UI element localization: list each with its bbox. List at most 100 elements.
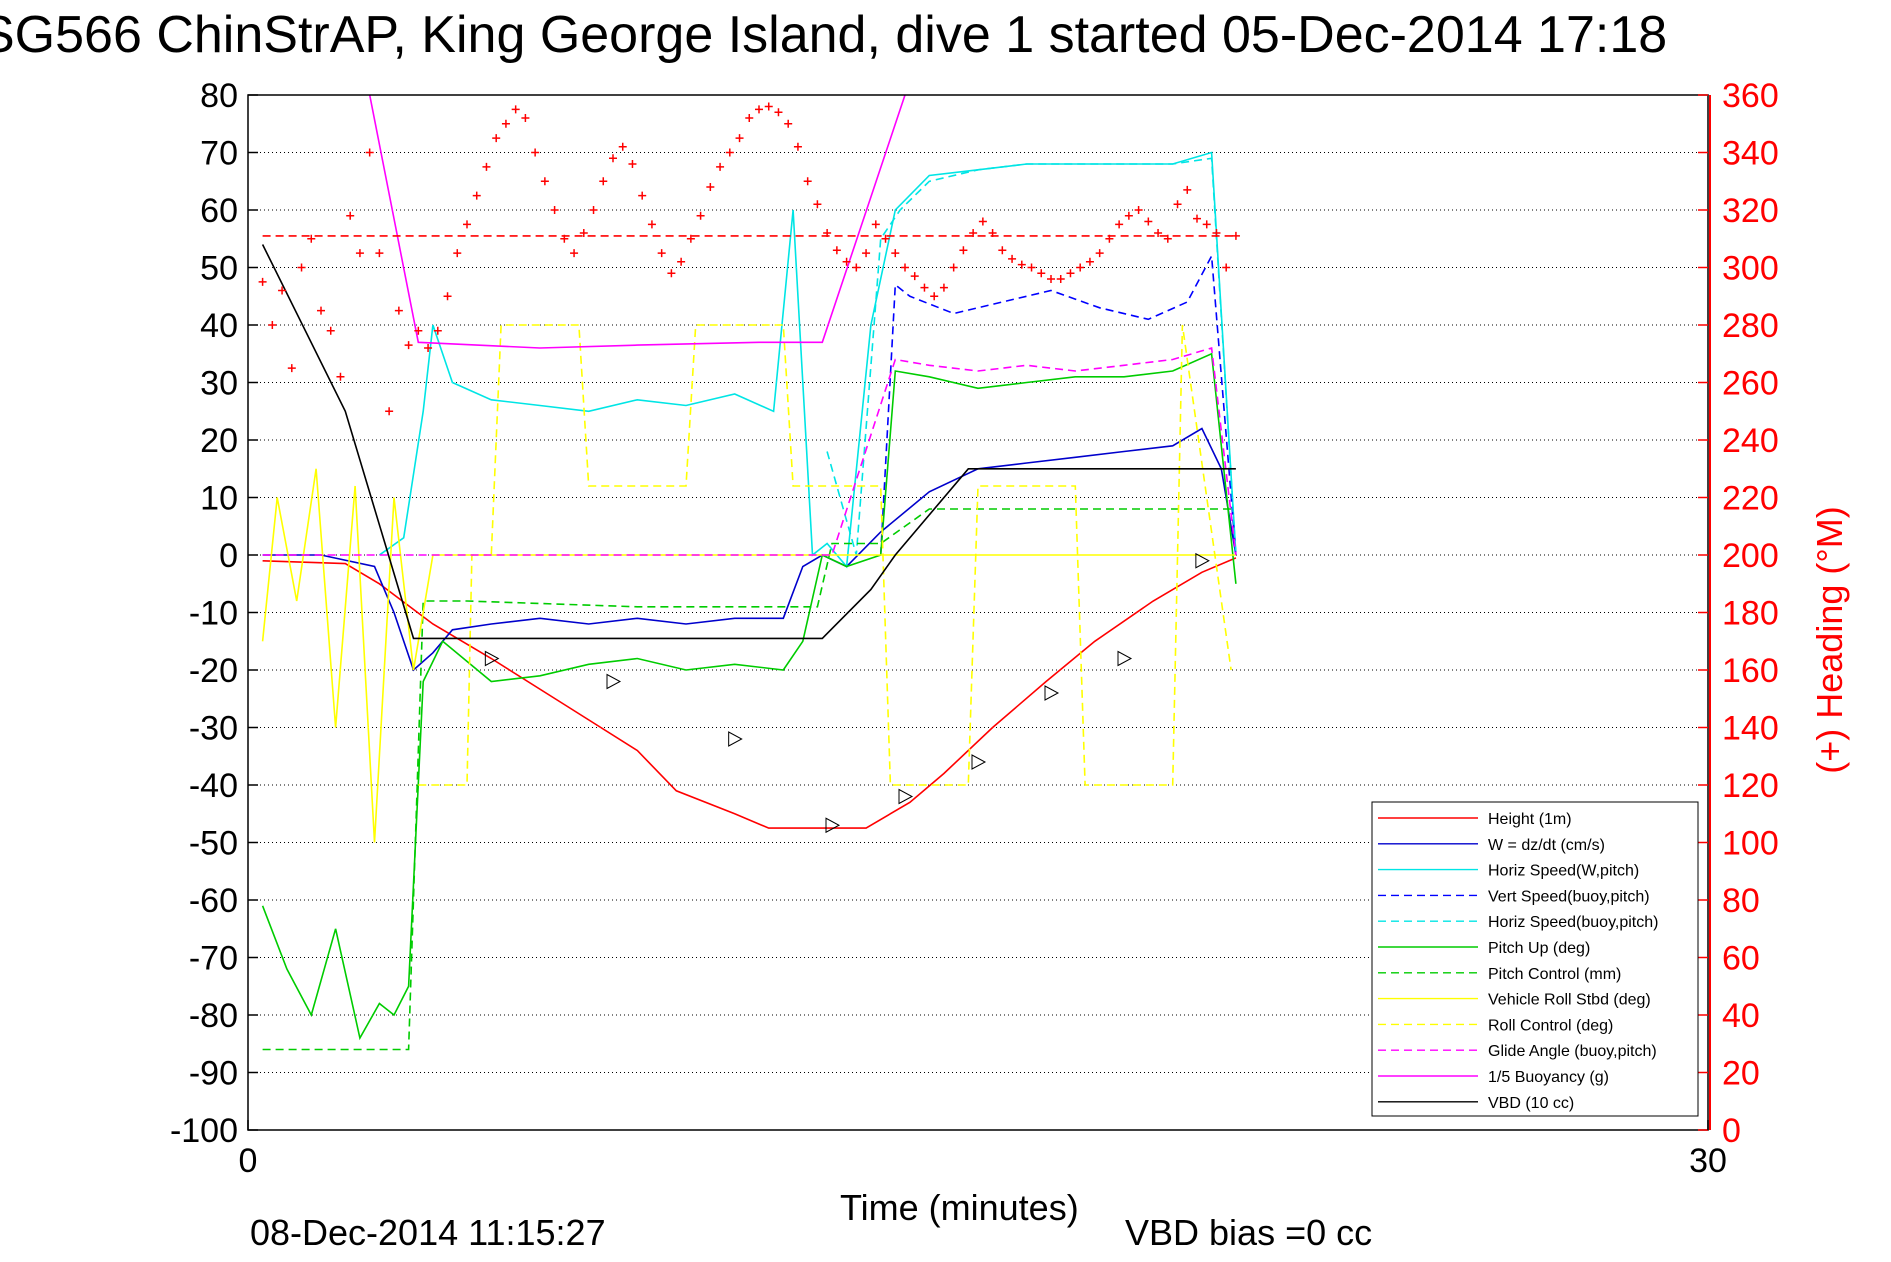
heading-marker — [725, 148, 734, 157]
y-tick-label: 10 — [200, 480, 238, 518]
heading-marker — [326, 326, 335, 335]
y-right-tick-label: 140 — [1722, 710, 1779, 748]
y-right-tick-label: 120 — [1722, 767, 1779, 805]
y-tick-label: -100 — [170, 1112, 238, 1150]
height-triangle-marker — [606, 673, 622, 690]
heading-marker — [482, 162, 491, 171]
heading-marker — [550, 206, 559, 214]
y-right-tick-label: 260 — [1722, 365, 1779, 403]
heading-marker — [696, 211, 705, 220]
heading-marker — [832, 246, 841, 255]
heading-marker — [638, 191, 647, 200]
heading-marker — [959, 246, 968, 255]
heading-marker — [1076, 263, 1085, 272]
legend-label: Vehicle Roll Stbd (deg) — [1488, 992, 1651, 1009]
series-line — [261, 468, 1236, 843]
height-triangle-marker — [898, 788, 914, 805]
height-triangle-marker — [971, 754, 987, 770]
y-right-tick-label: 0 — [1722, 1112, 1741, 1150]
series-line — [826, 157, 1237, 556]
heading-marker — [258, 277, 267, 286]
heading-marker — [745, 114, 754, 122]
y-right-tick-label: 180 — [1722, 595, 1779, 633]
heading-marker — [336, 372, 345, 381]
series-line — [262, 508, 1236, 1051]
heading-marker — [404, 341, 413, 350]
heading-marker — [501, 119, 510, 128]
heading-marker — [774, 108, 783, 117]
heading-marker — [910, 272, 919, 281]
heading-marker — [268, 321, 277, 329]
heading-marker — [453, 249, 462, 258]
x-tick-label: 0 — [239, 1142, 258, 1180]
legend: Height (1m) W = dz/dt (cm/s) Horiz Speed(W… — [1371, 801, 1699, 1117]
heading-marker — [1193, 214, 1201, 223]
heading-marker — [1066, 269, 1075, 278]
y-tick-label: 40 — [200, 307, 238, 345]
series-line — [262, 557, 1237, 829]
heading-marker — [813, 200, 822, 209]
y-right-tick-label: 60 — [1722, 940, 1760, 978]
heading-marker — [511, 105, 520, 114]
heading-marker — [969, 229, 978, 237]
legend-label: Height (1m) — [1488, 811, 1572, 828]
y-tick-label: -60 — [189, 882, 238, 920]
heading-marker — [1173, 200, 1182, 209]
heading-marker — [920, 283, 929, 292]
heading-marker — [881, 234, 890, 243]
y-tick-label: 0 — [219, 537, 238, 575]
legend-label: Horiz Speed(buoy,pitch) — [1488, 914, 1658, 931]
heading-marker — [589, 206, 598, 214]
height-triangle-marker — [825, 817, 841, 834]
y-tick-label: -50 — [189, 825, 238, 863]
heading-marker — [433, 326, 442, 335]
height-triangle-marker — [1117, 650, 1133, 667]
y-tick-label: -80 — [189, 997, 238, 1035]
y-tick-label: 20 — [200, 422, 238, 460]
height-triangle-marker — [1044, 685, 1060, 701]
series-line — [262, 346, 1237, 556]
heading-marker — [978, 217, 987, 226]
y-right-tick-label: 80 — [1722, 882, 1760, 920]
heading-marker — [930, 292, 939, 301]
right-axis-label: (+) Heading (°M) — [1809, 506, 1850, 773]
series-line — [368, 95, 906, 349]
heading-marker — [1144, 217, 1153, 226]
y-tick-label: 50 — [200, 250, 238, 288]
heading-marker — [803, 177, 812, 186]
heading-marker — [998, 246, 1007, 255]
heading-marker — [1134, 206, 1143, 214]
y-right-tick-label: 320 — [1722, 192, 1779, 230]
heading-marker — [647, 220, 656, 229]
heading-marker — [1183, 185, 1192, 194]
y-tick-label: -30 — [189, 710, 238, 748]
heading-marker — [755, 105, 763, 114]
heading-marker — [531, 148, 540, 157]
y-right-tick-label: 20 — [1722, 1055, 1760, 1093]
heading-marker — [784, 119, 793, 128]
legend-label: W = dz/dt (cm/s) — [1488, 837, 1605, 854]
heading-marker — [852, 263, 861, 272]
x-tick-label: 30 — [1689, 1142, 1727, 1180]
y-right-tick-label: 280 — [1722, 307, 1779, 345]
heading-marker — [823, 229, 832, 237]
legend-label: Pitch Control (mm) — [1488, 966, 1621, 983]
footer-vbd-bias: VBD bias =0 cc — [1125, 1212, 1372, 1253]
heading-marker — [1202, 220, 1211, 229]
height-triangle-marker — [728, 731, 743, 747]
y-tick-label: 60 — [200, 192, 238, 230]
heading-marker — [1008, 254, 1017, 263]
heading-marker — [443, 292, 452, 301]
heading-marker — [1047, 275, 1055, 283]
heading-marker — [317, 306, 325, 315]
heading-marker — [414, 326, 423, 335]
y-tick-label: -70 — [189, 940, 238, 978]
legend-label: Glide Angle (buoy,pitch) — [1488, 1043, 1657, 1060]
heading-marker — [1017, 260, 1026, 269]
heading-marker — [764, 102, 773, 111]
heading-marker — [716, 162, 725, 171]
legend-label: VBD (10 cc) — [1488, 1095, 1574, 1112]
heading-marker — [706, 183, 715, 191]
heading-marker — [560, 234, 569, 243]
